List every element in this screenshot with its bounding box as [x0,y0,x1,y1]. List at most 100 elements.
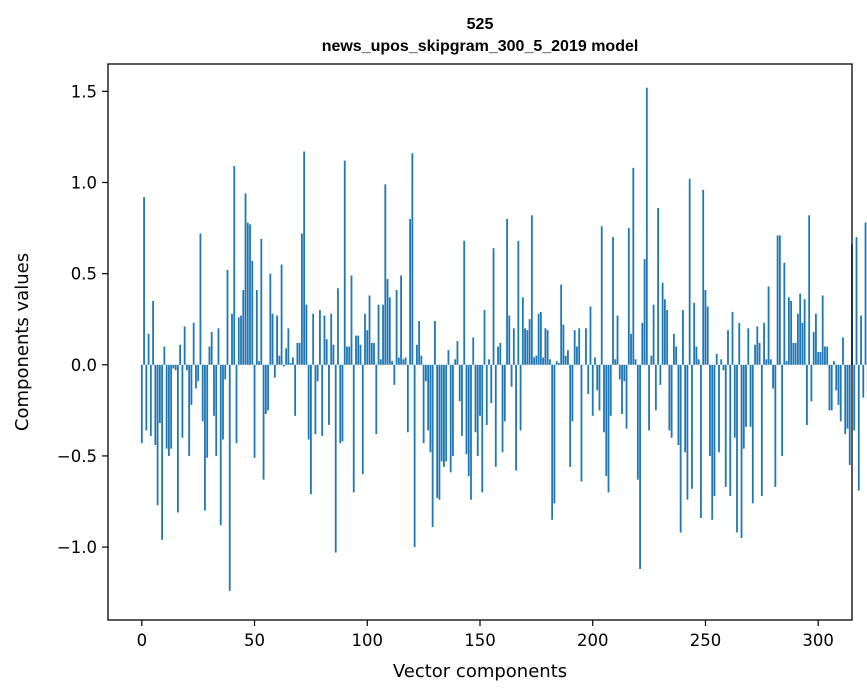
bar-component-102 [371,343,373,365]
bar-component-89 [342,365,344,442]
bar-component-81 [324,316,326,365]
bar-component-260 [727,330,729,365]
bar-component-105 [378,305,380,365]
x-tick-label: 250 [690,631,722,650]
bar-component-298 [813,332,815,365]
bar-component-47 [247,223,249,365]
bar-component-268 [745,365,747,427]
bar-component-124 [420,356,422,365]
bar-component-200 [592,365,594,416]
bar-component-73 [306,305,308,365]
bar-component-149 [477,365,479,456]
bar-component-297 [811,365,813,401]
bar-component-157 [495,365,497,467]
bar-component-180 [547,330,549,365]
bar-component-265 [738,323,740,365]
bar-component-23 [193,323,195,365]
bar-component-42 [236,365,238,443]
bar-component-40 [231,314,233,365]
bar-component-112 [393,365,395,385]
bar-component-249 [702,190,704,365]
bar-component-35 [220,365,222,525]
bar-component-312 [844,365,846,434]
bar-component-32 [213,365,215,416]
bar-component-273 [756,327,758,365]
bar-component-52 [258,361,260,365]
bar-component-277 [765,359,767,364]
bar-component-241 [684,365,686,453]
bar-component-1 [143,197,145,365]
bar-component-155 [490,365,492,403]
bar-component-62 [281,265,283,365]
bar-component-231 [662,283,664,365]
bar-component-78 [317,365,319,381]
bar-component-164 [511,365,513,387]
x-tick-label: 300 [802,631,834,650]
bar-component-20 [186,365,188,370]
bar-component-87 [337,288,339,365]
bar-component-187 [563,325,565,365]
bar-component-254 [714,365,716,496]
bar-component-116 [402,359,404,364]
bar-component-195 [581,365,583,482]
bar-component-274 [759,343,761,365]
bar-component-142 [461,365,463,436]
bar-component-175 [535,356,537,365]
bar-component-100 [366,330,368,365]
bar-component-54 [263,365,265,480]
bar-component-178 [542,358,544,365]
bar-component-92 [348,347,350,365]
bar-component-151 [481,365,483,493]
bar-component-194 [578,328,580,364]
bar-component-58 [272,314,274,365]
bar-component-146 [470,365,472,500]
bar-component-238 [678,365,680,445]
bar-component-31 [211,332,213,365]
bar-component-110 [389,297,391,364]
bar-component-99 [364,314,366,365]
bar-component-186 [560,285,562,365]
bar-component-68 [294,365,296,416]
bar-component-283 [779,235,781,364]
bar-component-300 [817,352,819,365]
bar-component-253 [711,365,713,520]
bar-component-14 [172,365,174,369]
bar-component-150 [479,365,481,416]
bar-component-255 [716,354,718,365]
bar-component-37 [224,365,226,380]
bar-component-7 [157,365,159,505]
bar-component-226 [650,356,652,365]
bar-component-49 [251,261,253,365]
chart-title-line2: news_upos_skipgram_300_5_2019 model [322,38,639,55]
bar-component-9 [161,365,163,540]
bar-component-74 [308,365,310,440]
bar-component-295 [806,365,808,425]
bar-component-284 [781,365,783,456]
bar-component-172 [529,319,531,365]
bar-component-208 [610,365,612,416]
bar-component-70 [299,343,301,365]
bar-component-261 [729,365,731,496]
bar-component-306 [831,365,833,411]
bar-component-242 [687,365,689,500]
bar-component-22 [191,365,193,405]
bar-component-290 [795,343,797,365]
bar-component-278 [768,286,770,364]
bar-component-109 [387,279,389,365]
bar-component-82 [326,339,328,365]
bar-component-160 [502,365,504,453]
bar-component-220 [637,365,639,480]
bar-component-29 [206,365,208,458]
bar-component-36 [222,365,224,440]
bar-component-236 [673,334,675,365]
bar-component-107 [382,305,384,365]
x-axis-label: Vector components [393,661,567,682]
bar-component-294 [804,299,806,365]
bar-component-86 [335,365,337,553]
bar-component-119 [409,219,411,365]
bar-component-67 [292,358,294,365]
bar-component-96 [357,336,359,365]
bar-component-21 [188,365,190,456]
bar-component-163 [508,316,510,365]
bar-component-139 [454,359,456,364]
